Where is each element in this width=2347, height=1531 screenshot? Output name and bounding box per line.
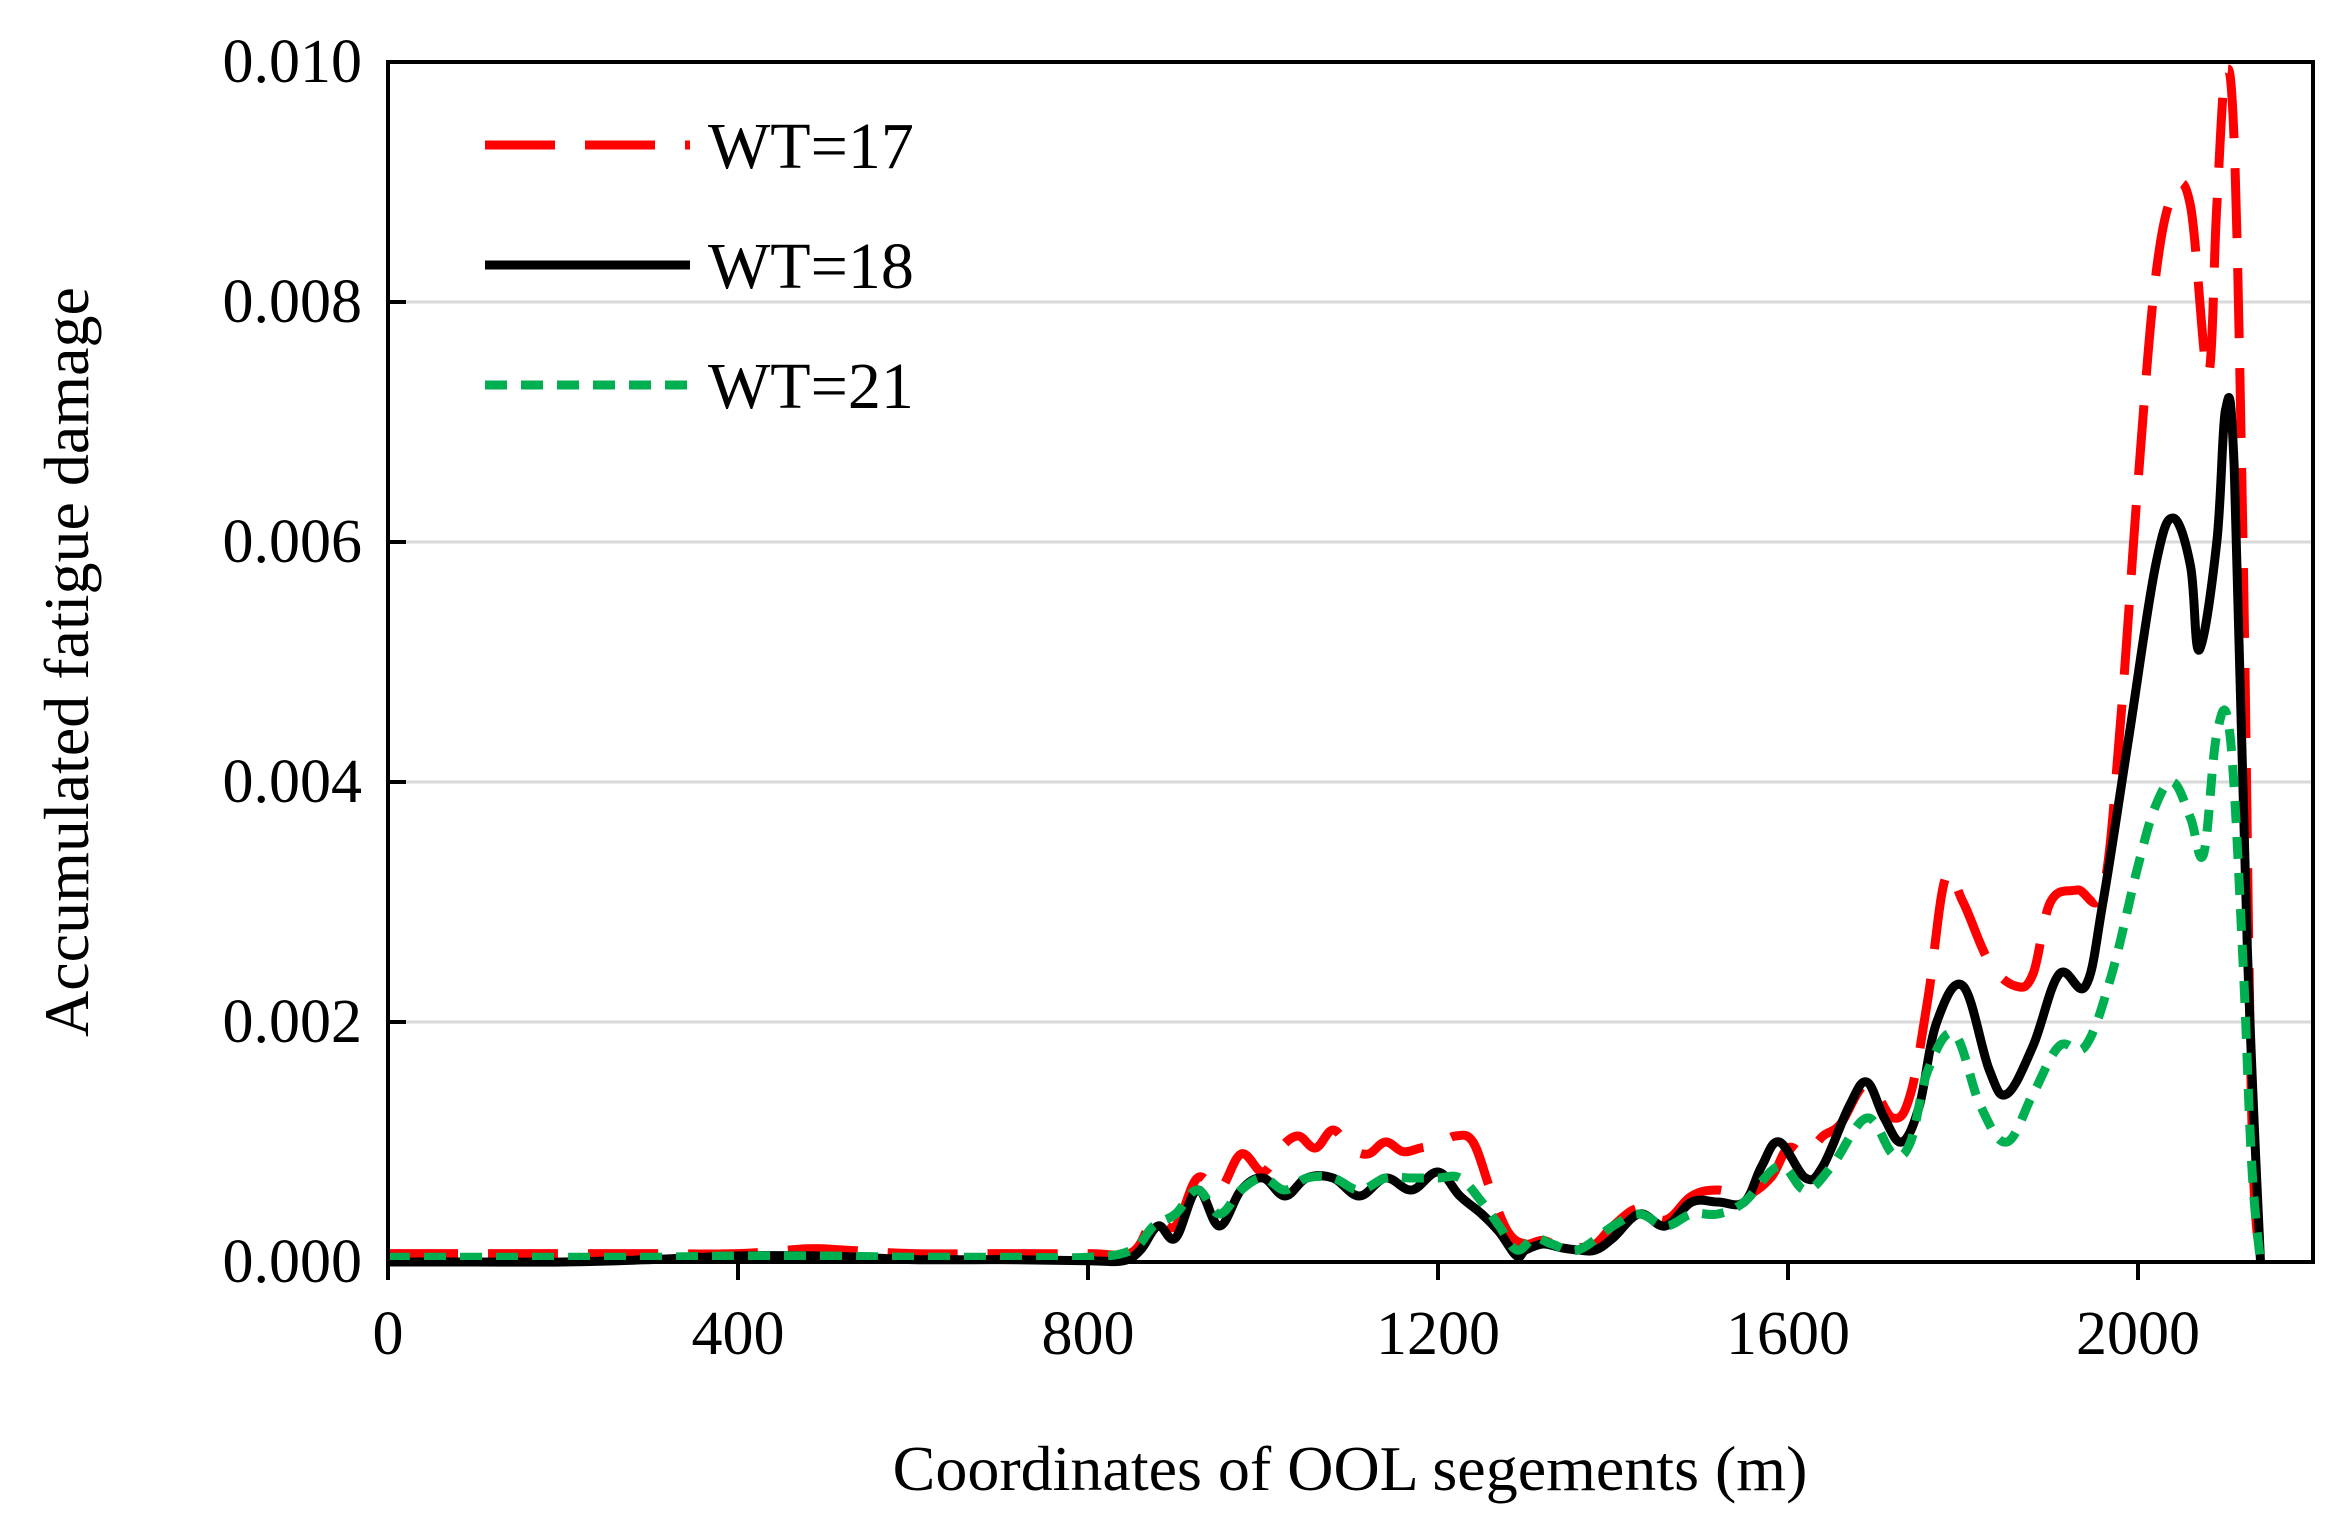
y-tick-label-4: 0.008: [223, 268, 363, 336]
plot-area-frame: [386, 60, 2315, 1264]
legend-label-wt17: WT=17: [708, 110, 914, 183]
series-line-wt21: [388, 705, 2265, 1263]
gridlines: [388, 300, 2313, 1024]
x-tick-label-1: 400: [692, 1300, 785, 1368]
y-tick-label-3: 0.006: [223, 508, 363, 576]
legend-label-wt21: WT=21: [708, 350, 914, 423]
y-axis-title: Accumulated fatigue damage: [31, 287, 102, 1037]
x-tick-label-2: 800: [1042, 1300, 1135, 1368]
y-axis: 0.000 0.002 0.004 0.006 0.008 0.010: [223, 28, 406, 1296]
legend-label-wt18: WT=18: [708, 230, 914, 303]
x-tick-label-3: 1200: [1376, 1300, 1500, 1368]
y-tick-label-2: 0.004: [223, 748, 363, 816]
y-tick-label-1: 0.002: [223, 988, 363, 1056]
x-tick-label-0: 0: [373, 1300, 404, 1368]
legend: WT=17 WT=18 WT=21: [485, 110, 914, 423]
x-tick-label-5: 2000: [2076, 1300, 2200, 1368]
x-tick-label-4: 1600: [1726, 1300, 1850, 1368]
series-layer: [387, 64, 2265, 1267]
x-axis-title: Coordinates of OOL segements (m): [893, 1433, 1808, 1504]
y-tick-label-5: 0.010: [223, 28, 363, 96]
x-axis: 0 400 800 1200 1600 2000: [373, 1262, 2200, 1368]
y-tick-label-0: 0.000: [223, 1228, 363, 1296]
